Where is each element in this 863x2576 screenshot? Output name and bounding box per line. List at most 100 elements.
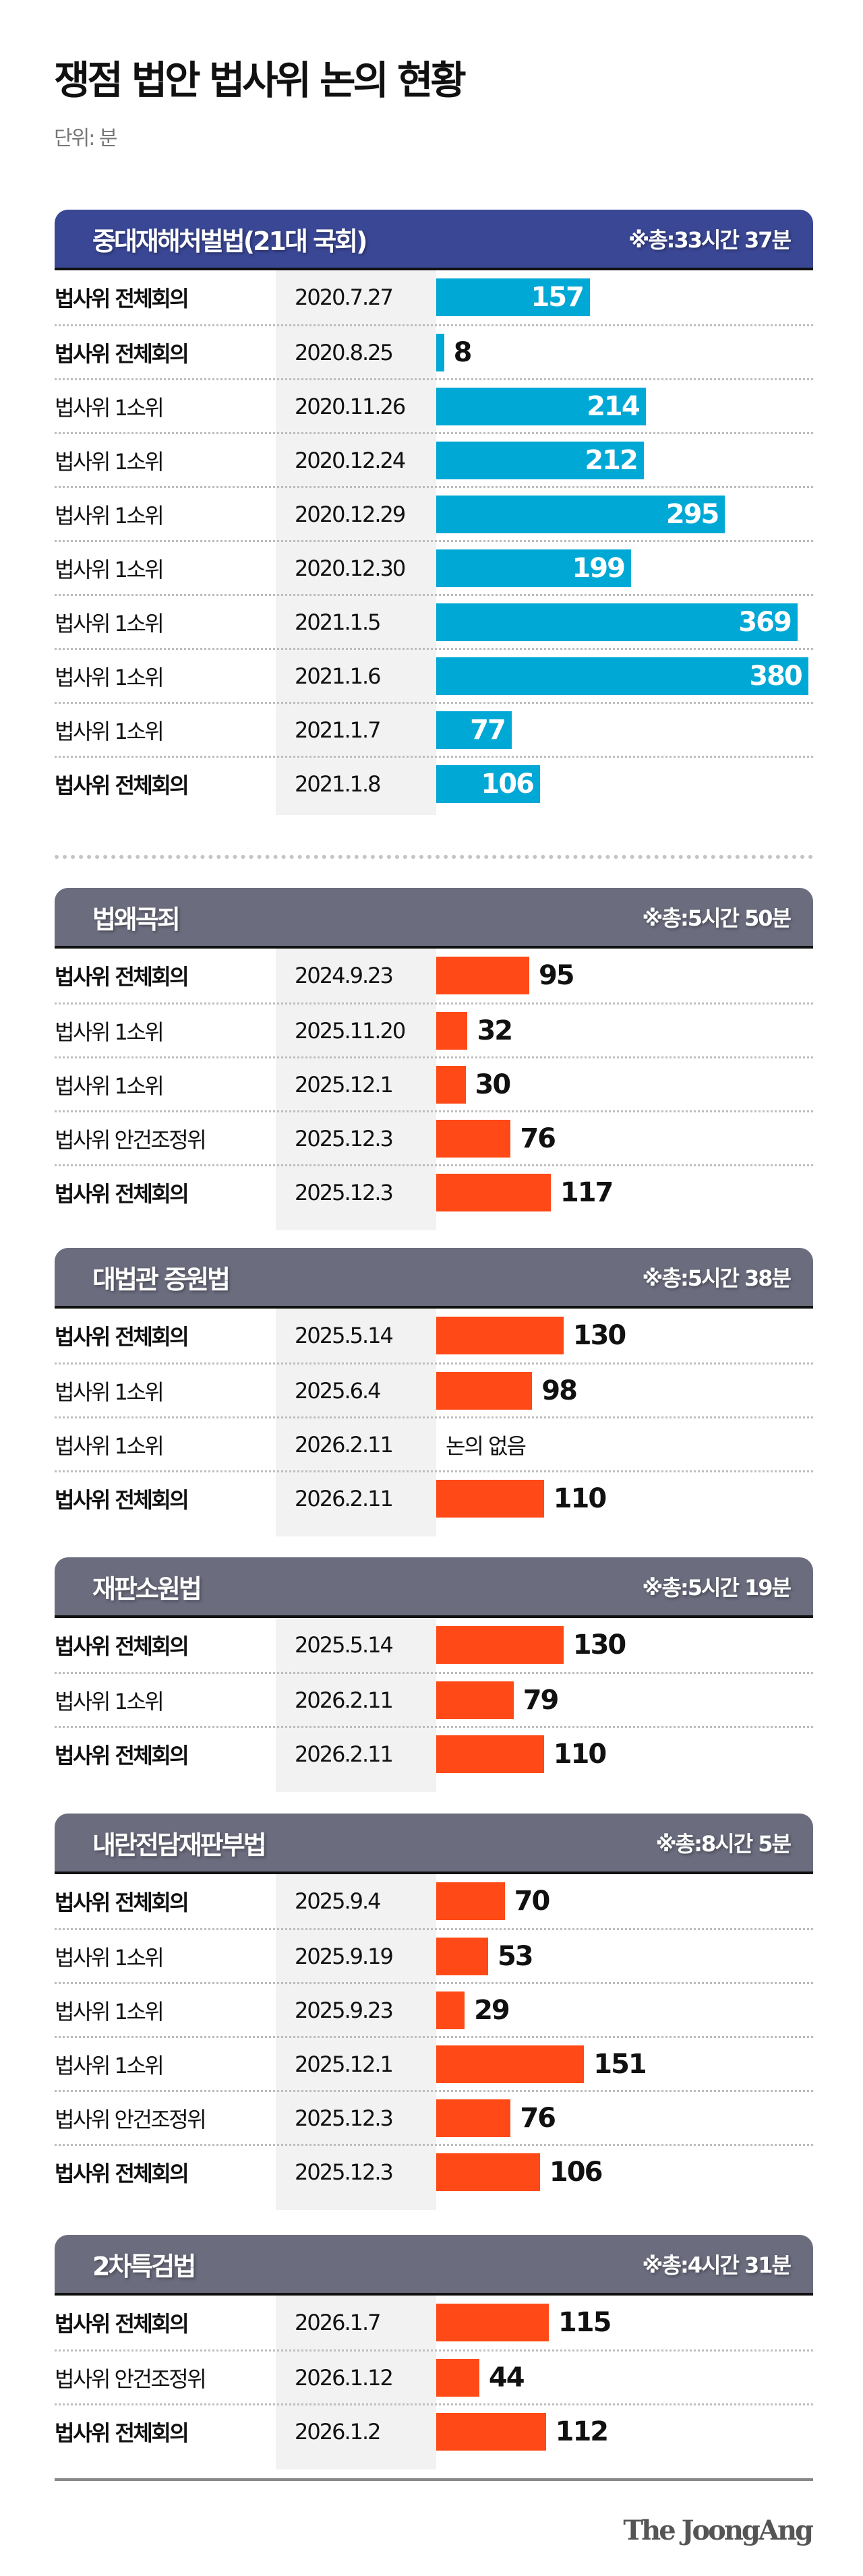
- section-title: 대법관 증원법: [92, 1264, 231, 1294]
- chart-section: 내란전담재판부법 ※총:8시간 5분 법사위 전체회의 2025.9.4 70 법사위 1…: [55, 1814, 813, 2210]
- row-label: 법사위 1소위: [55, 556, 165, 582]
- table-row: 법사위 1소위 2020.12.30 199: [55, 540, 813, 594]
- table-row: 법사위 1소위 2020.11.26 214: [55, 378, 813, 432]
- bar-cell: 79: [436, 1681, 813, 1719]
- bar: [436, 1991, 465, 2029]
- row-label: 법사위 전체회의: [55, 1890, 189, 1915]
- row-date: 2025.12.1: [295, 2051, 394, 2077]
- table-row: 법사위 전체회의 2025.9.4 70: [55, 1874, 813, 1928]
- table-row: 법사위 전체회의 2025.12.3 106: [55, 2144, 813, 2198]
- table-row: 법사위 전체회의 2026.1.7 115: [55, 2296, 813, 2349]
- table-row: 법사위 1소위 2025.12.1 151: [55, 2036, 813, 2090]
- bar-cell: 106: [436, 765, 813, 803]
- row-date: 2020.12.24: [295, 447, 406, 473]
- bar-cell: 151: [436, 2045, 813, 2083]
- bar-value-label: 53: [497, 1940, 534, 1972]
- bar: [436, 1681, 514, 1719]
- row-date: 2025.12.3: [295, 1179, 394, 1205]
- bar-value-label: 76: [520, 2102, 556, 2134]
- bar: 295: [436, 495, 725, 533]
- table-row: 법사위 1소위 2025.9.23 29: [55, 1982, 813, 2036]
- bar-value-label: 115: [558, 2307, 612, 2338]
- row-label: 법사위 안건조정위: [55, 2366, 207, 2392]
- bar-value-label: 214: [587, 390, 640, 422]
- bar: [436, 1317, 564, 1354]
- row-date: 2025.5.14: [295, 1632, 394, 1658]
- row-date: 2026.1.7: [295, 2310, 382, 2335]
- chart-section: 재판소원법 ※총:5시간 19분 법사위 전체회의 2025.5.14 130 법사위 1…: [55, 1557, 813, 1792]
- bar: [436, 2045, 585, 2083]
- bar: [436, 1065, 466, 1104]
- bar-cell: 112: [436, 2412, 813, 2451]
- section-divider: [55, 855, 813, 859]
- bar-cell: 380: [436, 657, 813, 695]
- row-label: 법사위 전체회의: [55, 1634, 189, 1659]
- row-label: 법사위 전체회의: [55, 772, 189, 798]
- bar-cell: 106: [436, 2153, 813, 2191]
- row-label: 법사위 전체회의: [55, 2420, 189, 2446]
- bar-value-label: 369: [738, 606, 792, 638]
- table-row: 법사위 전체회의 2025.5.14 130: [55, 1309, 813, 1362]
- row-date: 2026.2.11: [295, 1687, 394, 1713]
- table-row: 법사위 1소위 2026.2.11 논의 없음: [55, 1416, 813, 1470]
- bar-cell: 110: [436, 1735, 813, 1773]
- row-label: 법사위 안건조정위: [55, 2106, 207, 2132]
- bar-cell: 8: [436, 333, 813, 371]
- row-label: 법사위 1소위: [55, 1019, 165, 1045]
- row-date: 2025.6.4: [295, 1377, 382, 1404]
- bar: 214: [436, 387, 646, 425]
- table-row: 법사위 1소위 2021.1.7 77: [55, 702, 813, 756]
- bar: [436, 1882, 505, 1920]
- bar: [436, 1937, 488, 1975]
- section-header: 대법관 증원법 ※총:5시간 38분: [55, 1248, 813, 1309]
- table-row: 법사위 전체회의 2020.7.27 157: [55, 270, 813, 324]
- bar: [436, 1119, 511, 1158]
- bottom-rule: [55, 2478, 813, 2481]
- row-date: 2021.1.6: [295, 663, 382, 689]
- bar: 106: [436, 765, 540, 803]
- table-row: 법사위 1소위 2025.9.19 53: [55, 1928, 813, 1982]
- bar-cell: 30: [436, 1065, 813, 1104]
- row-label: 법사위 전체회의: [55, 1742, 189, 1768]
- bar-cell: 76: [436, 2099, 813, 2137]
- bar-value-label: 199: [572, 552, 625, 584]
- chart-section: 대법관 증원법 ※총:5시간 38분 법사위 전체회의 2025.5.14 130 법사위…: [55, 1248, 813, 1536]
- table-row: 법사위 1소위 2021.1.5 369: [55, 594, 813, 648]
- row-date: 2025.12.3: [295, 2105, 394, 2131]
- bar-cell: 369: [436, 603, 813, 641]
- section-title: 법왜곡죄: [92, 904, 181, 934]
- row-date: 2025.12.3: [295, 2159, 394, 2185]
- table-row: 법사위 안건조정위 2025.12.3 76: [55, 1110, 813, 1164]
- bar-value-label: 77: [470, 714, 506, 746]
- row-label: 법사위 1소위: [55, 1379, 165, 1405]
- date-column-bg: [276, 2296, 436, 2469]
- bar-value-label: 110: [553, 1738, 607, 1770]
- bar: 380: [436, 657, 808, 695]
- row-label: 법사위 안건조정위: [55, 1127, 207, 1153]
- bar-value-label: 380: [749, 660, 802, 692]
- page-title: 쟁점 법안 법사위 논의 현황: [54, 57, 467, 103]
- bar: [436, 2304, 549, 2341]
- date-column-bg: [276, 1618, 436, 1792]
- table-row: 법사위 1소위 2025.11.20 32: [55, 1002, 813, 1056]
- bar-value-label: 30: [475, 1069, 512, 1100]
- row-label: 법사위 전체회의: [55, 964, 189, 990]
- section-total: ※총:4시간 31분: [642, 2252, 792, 2278]
- section-title: 재판소원법: [92, 1574, 202, 1604]
- row-date: 2025.9.19: [295, 1943, 394, 1969]
- bar: [436, 333, 444, 371]
- bar-value-label: 212: [585, 444, 638, 476]
- bar-value-label: 29: [474, 1994, 510, 2026]
- table-row: 법사위 1소위 2026.2.11 79: [55, 1672, 813, 1726]
- row-date: 2021.1.5: [295, 609, 382, 635]
- table-row: 법사위 1소위 2025.12.1 30: [55, 1056, 813, 1110]
- row-label: 법사위 전체회의: [55, 340, 189, 367]
- row-date: 2026.1.2: [295, 2418, 382, 2445]
- unit-label: 단위: 분: [54, 127, 117, 150]
- bar-value-label: 117: [560, 1176, 614, 1208]
- row-date: 2021.1.8: [295, 771, 382, 797]
- date-column-bg: [276, 1309, 436, 1536]
- row-date: 2026.2.11: [295, 1741, 394, 1767]
- bar: [436, 1626, 564, 1664]
- bar: [436, 1011, 468, 1050]
